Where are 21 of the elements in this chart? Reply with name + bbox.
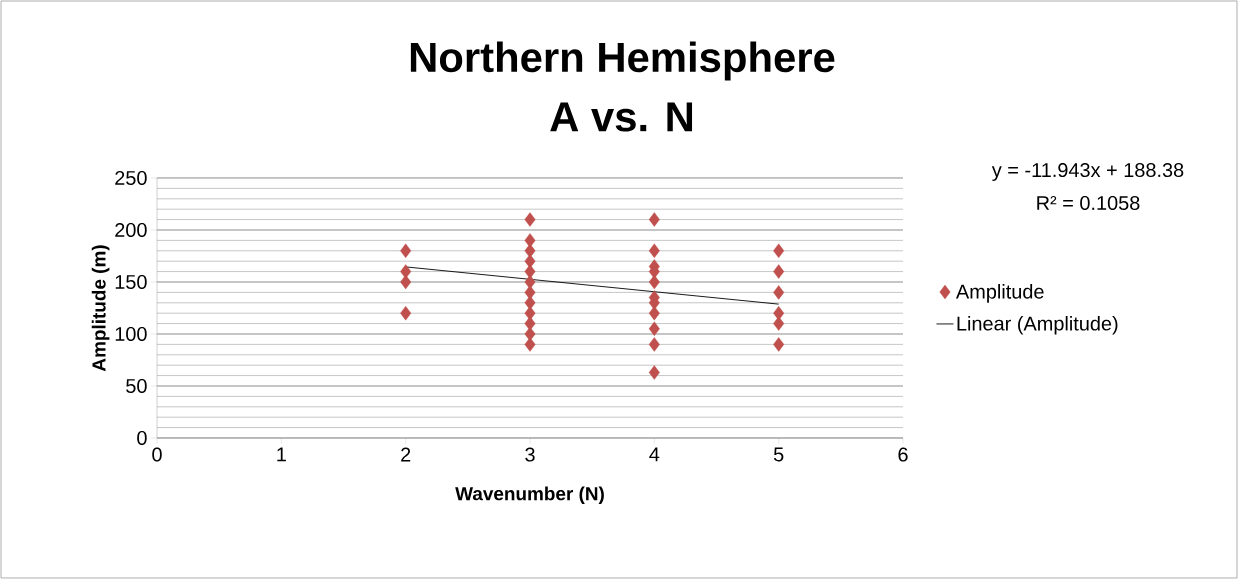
y-axis-title: Amplitude (m) <box>91 245 110 372</box>
x-tick-label: 3 <box>525 447 535 462</box>
y-tick-label: 50 <box>126 378 147 394</box>
text: y = -11.943x + 188.38 <box>991 162 1184 182</box>
chart-subtitle: A vs. N <box>550 102 693 132</box>
x-tick-label: 4 <box>649 447 660 462</box>
x-tick-label: 6 <box>898 447 908 462</box>
y-tick-label: 150 <box>115 274 147 290</box>
x-axis-title: Wavenumber (N) <box>455 486 604 505</box>
chart-title: Northern Hemisphere <box>410 41 835 81</box>
x-tick-label: 1 <box>277 447 286 462</box>
x-tick-label: 5 <box>773 447 784 462</box>
legend-label: Amplitude <box>955 284 1044 303</box>
y-tick-label: 250 <box>115 170 147 186</box>
y-tick-label: 0 <box>137 430 147 446</box>
legend-label: Linear (Amplitude) <box>957 315 1118 335</box>
text: R² = 0.1058 <box>1037 195 1140 211</box>
y-tick-label: 100 <box>115 326 147 342</box>
x-tick-label: 0 <box>152 447 162 462</box>
y-tick-label: 200 <box>115 222 147 238</box>
x-tick-label: 2 <box>401 447 411 462</box>
